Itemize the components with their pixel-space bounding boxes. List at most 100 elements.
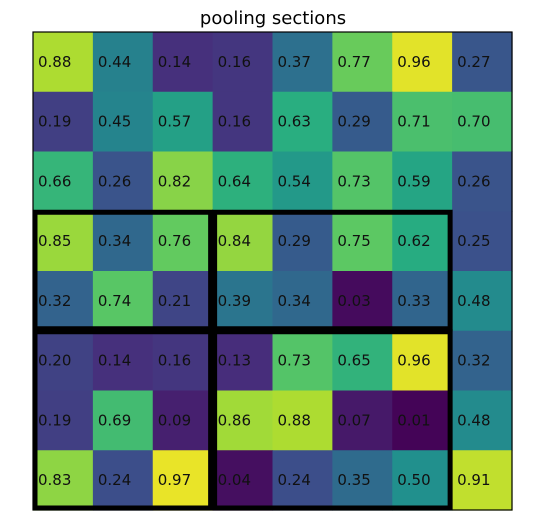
heatmap-cell xyxy=(272,271,333,332)
cell-value-label: 0.32 xyxy=(457,352,490,370)
cell-value-label: 0.24 xyxy=(278,471,311,489)
cell-value-label: 0.01 xyxy=(397,411,430,429)
cell-value-label: 0.57 xyxy=(158,113,191,131)
cell-value-label: 0.64 xyxy=(218,172,251,190)
cell-value-label: 0.19 xyxy=(38,411,71,429)
heatmap-cell xyxy=(152,330,214,392)
cell-value-label: 0.25 xyxy=(457,232,490,250)
heatmap-cell xyxy=(152,390,214,451)
pooling-section-box xyxy=(212,329,453,511)
cell-value-label: 0.37 xyxy=(278,53,311,71)
heatmap-cell xyxy=(92,211,154,272)
heatmap-cell xyxy=(332,271,393,332)
heatmap-cell xyxy=(212,330,274,392)
heatmap-cell xyxy=(152,271,214,332)
cell-value-label: 0.20 xyxy=(38,352,71,370)
cell-value-label: 0.27 xyxy=(457,53,490,71)
heatmap-cell xyxy=(452,91,513,153)
heatmap-cell xyxy=(392,330,453,392)
heatmap-cell xyxy=(392,450,453,511)
heatmap-cell xyxy=(392,211,453,272)
cell-value-label: 0.14 xyxy=(158,53,191,71)
cell-value-label: 0.54 xyxy=(278,172,311,190)
cell-value-label: 0.04 xyxy=(218,471,251,489)
heatmap-cell xyxy=(212,151,274,212)
heatmap-cell xyxy=(452,390,513,451)
heatmap-cell xyxy=(272,390,333,451)
cell-value-label: 0.77 xyxy=(337,53,370,71)
heatmap-cell xyxy=(92,32,154,93)
heatmap-cell xyxy=(452,271,513,332)
cell-value-label: 0.35 xyxy=(337,471,370,489)
cell-value-label: 0.96 xyxy=(397,352,430,370)
heatmap-cell xyxy=(33,91,94,153)
cell-value-label: 0.33 xyxy=(397,292,430,310)
pooling-section-box xyxy=(212,209,453,332)
heatmap-cell xyxy=(152,151,214,212)
heatmap-cell xyxy=(212,450,274,511)
heatmap-cell xyxy=(452,151,513,212)
cell-value-label: 0.39 xyxy=(218,292,251,310)
heatmap-cell xyxy=(392,91,453,153)
cell-value-label: 0.34 xyxy=(98,232,131,250)
cell-value-label: 0.88 xyxy=(278,411,311,429)
heatmap-cell xyxy=(212,390,274,451)
heatmap-cell xyxy=(332,91,393,153)
heatmap-cell xyxy=(33,330,94,392)
heatmap-cell xyxy=(332,390,393,451)
cell-value-label: 0.29 xyxy=(337,113,370,131)
cell-value-label: 0.26 xyxy=(457,172,490,190)
cell-value-label: 0.50 xyxy=(397,471,430,489)
cell-value-label: 0.07 xyxy=(337,411,370,429)
heatmap-cell xyxy=(212,211,274,272)
heatmap-cell xyxy=(272,91,333,153)
heatmap-cell xyxy=(392,271,453,332)
cell-value-label: 0.26 xyxy=(98,172,131,190)
heatmap-cell xyxy=(452,211,513,272)
heatmap-cell xyxy=(33,32,94,93)
cell-value-label: 0.91 xyxy=(457,471,490,489)
cell-value-label: 0.82 xyxy=(158,172,191,190)
cell-value-label: 0.59 xyxy=(397,172,430,190)
heatmap-cell xyxy=(452,450,513,511)
heatmap-cell xyxy=(212,271,274,332)
cell-value-label: 0.86 xyxy=(218,411,251,429)
cell-value-label: 0.09 xyxy=(158,411,191,429)
cell-value-label: 0.48 xyxy=(457,292,490,310)
cell-value-label: 0.48 xyxy=(457,411,490,429)
heatmap-cell xyxy=(452,32,513,93)
heatmap-cell xyxy=(92,91,154,153)
heatmap-cell xyxy=(332,32,393,93)
heatmap-cell xyxy=(92,390,154,451)
heatmap-cell xyxy=(392,151,453,212)
chart-title: pooling sections xyxy=(200,8,346,29)
cell-value-label: 0.73 xyxy=(337,172,370,190)
heatmap-cell xyxy=(332,450,393,511)
heatmap-cell xyxy=(92,450,154,511)
heatmap-cell xyxy=(272,330,333,392)
heatmap-cell xyxy=(33,271,94,332)
heatmap-cell xyxy=(152,211,214,272)
cell-value-label: 0.21 xyxy=(158,292,191,310)
cell-value-label: 0.97 xyxy=(158,471,191,489)
heatmap-cell xyxy=(33,390,94,451)
cell-value-label: 0.83 xyxy=(38,471,71,489)
cell-value-label: 0.24 xyxy=(98,471,131,489)
cell-value-label: 0.71 xyxy=(397,113,430,131)
cell-value-label: 0.76 xyxy=(158,232,191,250)
heatmap-cell xyxy=(212,32,274,93)
cell-value-label: 0.63 xyxy=(278,113,311,131)
cell-value-label: 0.32 xyxy=(38,292,71,310)
pooling-section-box xyxy=(32,209,214,332)
heatmap-cell xyxy=(272,151,333,212)
cell-value-label: 0.88 xyxy=(38,53,71,71)
cell-value-label: 0.14 xyxy=(98,352,131,370)
heatmap-cells: 0.88 0.44 0.14 0.16 0.37 0.77 0.96 0.27 0.19 0.45… xyxy=(33,32,513,511)
cell-value-label: 0.69 xyxy=(98,411,131,429)
heatmap-cell xyxy=(332,151,393,212)
cell-value-label: 0.62 xyxy=(397,232,430,250)
heatmap-cell xyxy=(92,151,154,212)
heatmap-cell xyxy=(33,151,94,212)
heatmap-cell xyxy=(92,330,154,392)
